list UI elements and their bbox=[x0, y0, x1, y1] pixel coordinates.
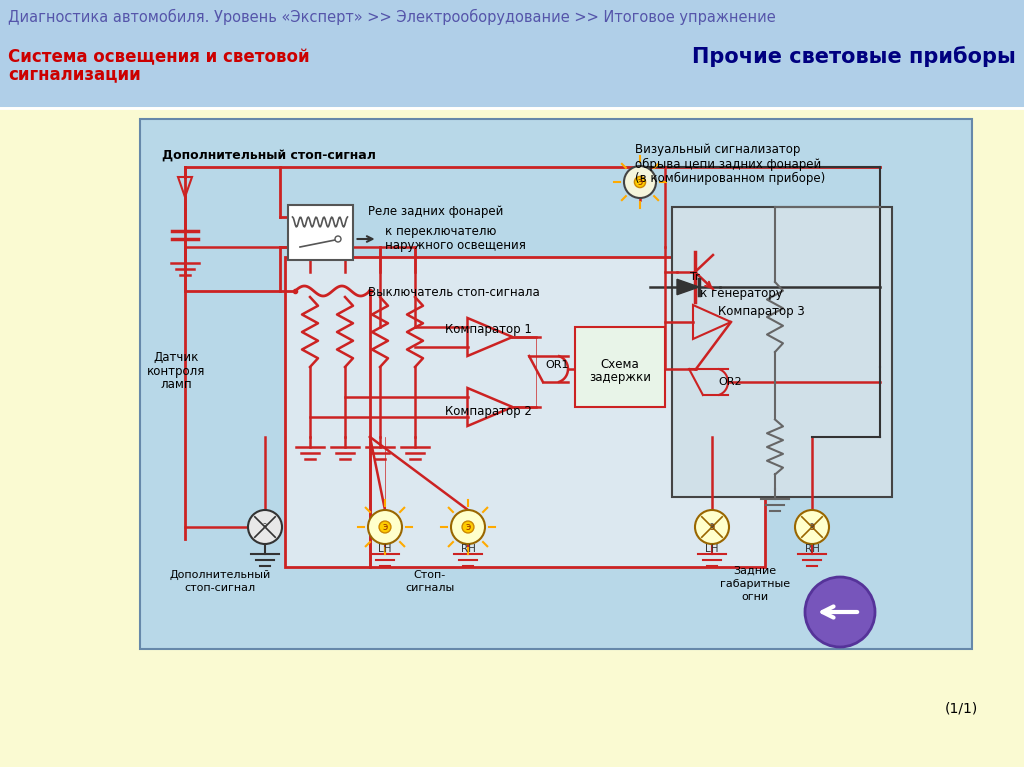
Text: Tr: Tr bbox=[690, 272, 699, 282]
Bar bbox=[285, 257, 765, 567]
Text: огни: огни bbox=[741, 592, 769, 602]
Text: Выключатель стоп-сигнала: Выключатель стоп-сигнала bbox=[368, 285, 540, 298]
Text: RH: RH bbox=[461, 544, 475, 554]
Text: габаритные: габаритные bbox=[720, 579, 791, 589]
Text: обрыва цепи задних фонарей: обрыва цепи задних фонарей bbox=[635, 157, 821, 170]
Text: Дополнительный стоп-сигнал: Дополнительный стоп-сигнал bbox=[162, 149, 376, 162]
Text: Визуальный сигнализатор: Визуальный сигнализатор bbox=[635, 143, 801, 156]
Text: Система освещения и световой: Система освещения и световой bbox=[8, 48, 309, 66]
Text: Компаратор 3: Компаратор 3 bbox=[718, 305, 805, 318]
Text: стоп-сигнал: стоп-сигнал bbox=[184, 583, 256, 593]
Text: ламп: ламп bbox=[160, 378, 191, 391]
Polygon shape bbox=[677, 279, 699, 295]
Text: сигнализации: сигнализации bbox=[8, 65, 140, 83]
Bar bbox=[575, 327, 665, 407]
Text: Дополнительный: Дополнительный bbox=[169, 570, 270, 580]
Text: э: э bbox=[710, 521, 715, 529]
Text: к генератору: к генератору bbox=[700, 287, 782, 299]
Text: Диагностика автомобиля. Уровень «Эксперт» >> Электрооборудование >> Итоговое упр: Диагностика автомобиля. Уровень «Эксперт… bbox=[8, 9, 776, 25]
Text: задержки: задержки bbox=[589, 371, 651, 384]
Text: Компаратор 1: Компаратор 1 bbox=[445, 322, 531, 335]
Bar bbox=[672, 207, 892, 497]
Text: OR1: OR1 bbox=[545, 360, 568, 370]
Text: Схема: Схема bbox=[601, 357, 639, 370]
Circle shape bbox=[368, 510, 402, 544]
Text: OR2: OR2 bbox=[718, 377, 741, 387]
Text: Датчик: Датчик bbox=[154, 351, 199, 364]
Text: Прочие световые приборы: Прочие световые приборы bbox=[692, 47, 1016, 67]
Text: э: э bbox=[809, 522, 815, 532]
Text: э: э bbox=[465, 522, 471, 532]
Text: э: э bbox=[263, 521, 267, 529]
Text: э: э bbox=[382, 522, 388, 532]
Text: Реле задних фонарей: Реле задних фонарей bbox=[368, 205, 504, 218]
Circle shape bbox=[451, 510, 485, 544]
Circle shape bbox=[805, 577, 874, 647]
Text: э: э bbox=[810, 521, 814, 529]
Text: к переключателю: к переключателю bbox=[385, 225, 497, 238]
Text: LH: LH bbox=[706, 544, 719, 554]
Text: сигналы: сигналы bbox=[406, 583, 455, 593]
Text: э: э bbox=[637, 177, 643, 187]
Text: LH: LH bbox=[378, 544, 392, 554]
Circle shape bbox=[379, 521, 391, 533]
Bar bbox=[0, 0, 1024, 107]
Circle shape bbox=[695, 510, 729, 544]
Text: э: э bbox=[710, 522, 715, 532]
Circle shape bbox=[624, 166, 656, 198]
Bar bbox=[288, 205, 352, 259]
Circle shape bbox=[248, 510, 282, 544]
Text: Задние: Задние bbox=[733, 566, 776, 576]
Text: Компаратор 2: Компаратор 2 bbox=[445, 406, 531, 419]
Text: Стоп-: Стоп- bbox=[414, 570, 446, 580]
Text: наружного освещения: наружного освещения bbox=[385, 239, 526, 252]
Circle shape bbox=[635, 176, 645, 188]
Circle shape bbox=[795, 510, 829, 544]
Circle shape bbox=[335, 236, 341, 242]
Text: (в комбинированном приборе): (в комбинированном приборе) bbox=[635, 172, 825, 185]
Text: RH: RH bbox=[805, 544, 819, 554]
Circle shape bbox=[462, 521, 474, 533]
Text: (1/1): (1/1) bbox=[945, 702, 978, 716]
Bar bbox=[140, 119, 972, 649]
Text: контроля: контроля bbox=[146, 364, 205, 377]
